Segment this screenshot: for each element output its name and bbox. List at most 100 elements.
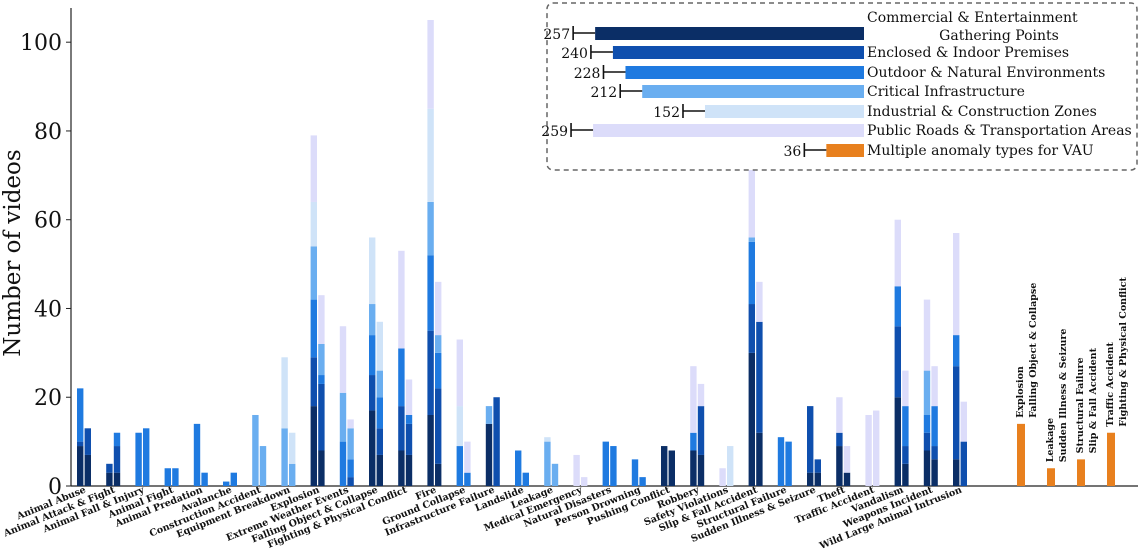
legend-label-critical-infrastructure: Critical Infrastructure: [867, 84, 1025, 100]
bar-segment-weapons-incident-1: [923, 414, 931, 433]
legend-bar-multiple-anomaly-types-for-vau: [826, 144, 864, 157]
bar-segment-robbery-1: [690, 450, 697, 486]
bar-segment-robbery-1: [690, 366, 697, 433]
bar-segment-wild-large-animal-intrusion-2: [960, 401, 967, 442]
bar-segment-weapons-incident-1: [923, 450, 931, 486]
bar-segment-falling-object-collapse-1: [369, 304, 376, 336]
bar-segment-wild-large-animal-intrusion-1: [953, 233, 960, 336]
bar-segment-vandalism-2: [902, 446, 909, 464]
legend-value-industrial-construction-zones: 152: [653, 105, 680, 121]
bar-segment-wild-large-animal-intrusion-1: [953, 459, 960, 486]
bar-segment-explosion-1: [310, 135, 317, 202]
legend-value-commercial-entertainment-gathering-points: 257: [543, 27, 570, 43]
bar-segment-fire-1: [427, 20, 434, 109]
bar-segment-falling-object-collapse-2: [376, 428, 383, 455]
bar-segment-natural-disasters-1: [602, 441, 609, 486]
bar-segment-vandalism-1: [894, 219, 901, 287]
bar-segment-falling-object-collapse-2: [376, 321, 383, 371]
y-axis-label: Number of videos: [0, 149, 26, 356]
bar-segment-fire-2: [435, 463, 442, 486]
bar-segment-falling-object-collapse-1: [369, 410, 376, 486]
bar-segment-avalanche-1: [223, 481, 230, 486]
bar-segment-animal-abuse-1: [77, 388, 84, 442]
bar-segment-slip-fall-accident-1: [748, 241, 755, 305]
bar-segment-explosion-2: [318, 375, 325, 384]
bar-segment-infrastructure-failure-2: [493, 397, 500, 486]
bar-segment-traffic-accident-2: [873, 410, 880, 486]
bar-segment-fire-1: [427, 255, 434, 331]
bar-segment-pushing-conflict-1: [661, 446, 668, 486]
bar-segment-person-drowning-2: [639, 477, 646, 486]
bar-segment-animal-fall-injury-2: [143, 428, 150, 486]
multi-anomaly-label-explosion: Explosion: [1015, 366, 1026, 418]
multi-anomaly-label-sudden-illness-seizure: Sudden Illness & Seizure: [1058, 329, 1069, 463]
bar-segment-weapons-incident-1: [923, 432, 931, 451]
legend-bar-enclosed-indoor-premises: [612, 46, 864, 59]
legend-bar-critical-infrastructure: [642, 85, 864, 98]
bar-segment-ground-collapse-1: [456, 406, 463, 447]
bar-segment-wild-large-animal-intrusion-1: [953, 335, 960, 367]
bar-segment-theft-2: [843, 446, 851, 473]
bar-segment-explosion-1: [310, 406, 317, 486]
bar-segment-animal-attack-fight-2: [113, 446, 121, 473]
bar-segment-vandalism-1: [894, 397, 901, 486]
bar-segment-fighting-physical-conflict-1: [398, 406, 405, 451]
bar-segment-structural-failure-1: [777, 437, 785, 486]
bar-segment-extreme-weather-events-2: [347, 477, 354, 486]
bar-segment-slip-fall-accident-1: [748, 237, 755, 242]
bar-segment-slip-fall-accident-2: [756, 432, 763, 486]
bar-segment-animal-fall-injury-1: [135, 432, 142, 486]
y-tick-label: 100: [20, 31, 62, 56]
bar-segment-fighting-physical-conflict-2: [405, 423, 413, 455]
legend-label-enclosed-indoor-premises: Enclosed & Indoor Premises: [867, 45, 1069, 61]
bar-segment-equipment-breakdown-1: [281, 428, 288, 486]
bar-segment-explosion-2: [318, 295, 325, 344]
multi-anomaly-label-traffic-accident: Traffic Accident: [1105, 342, 1116, 427]
legend-bar-commercial-entertainment-gathering-points: [595, 27, 864, 40]
multi-anomaly-label-fighting-physical-conflict: Fighting & Physical Conflict: [1118, 277, 1129, 427]
bar-segment-animal-fight-2: [172, 468, 179, 486]
bar-segment-animal-abuse-2: [84, 428, 91, 455]
bar-segment-equipment-breakdown-2: [289, 432, 296, 464]
legend-value-enclosed-indoor-premises: 240: [561, 46, 588, 62]
legend-label-industrial-construction-zones: Industrial & Construction Zones: [867, 104, 1097, 120]
bar-segment-fire-2: [435, 335, 442, 353]
bar-segment-weapons-incident-1: [923, 370, 931, 415]
bar-segment-ground-collapse-1: [456, 339, 463, 407]
legend-value-critical-infrastructure: 212: [590, 85, 617, 101]
bar-segment-weapons-incident-2: [931, 459, 938, 486]
bar-segment-fire-2: [435, 388, 442, 464]
bar-segment-fighting-physical-conflict-2: [405, 414, 413, 424]
bar-segment-animal-predation-1: [193, 423, 201, 486]
multi-anomaly-bar-1: [1017, 423, 1025, 486]
bar-segment-fighting-physical-conflict-1: [398, 348, 405, 407]
bar-segment-wild-large-animal-intrusion-1: [953, 366, 960, 460]
legend-label-public-roads-transportation-areas: Public Roads & Transportation Areas: [867, 123, 1132, 139]
bar-segment-fire-1: [427, 108, 434, 202]
bar-segment-equipment-breakdown-1: [281, 357, 288, 429]
bar-segment-animal-abuse-1: [77, 446, 84, 486]
bar-segment-weapons-incident-2: [931, 406, 938, 447]
bar-segment-extreme-weather-events-1: [339, 392, 347, 442]
y-tick-label: 20: [34, 386, 62, 411]
legend-value-multiple-anomaly-types-for-vau: 36: [784, 144, 802, 160]
bar-segment-fire-1: [427, 201, 434, 256]
bar-segment-extreme-weather-events-2: [347, 428, 354, 460]
bar-segment-ground-collapse-2: [464, 441, 471, 473]
bar-segment-theft-1: [836, 397, 843, 433]
bar-segment-extreme-weather-events-2: [347, 419, 354, 429]
bar-segment-fire-2: [435, 352, 442, 389]
bar-segment-safety-violations-1: [719, 468, 726, 486]
bar-segment-fire-1: [427, 414, 434, 486]
bar-segment-fighting-physical-conflict-2: [405, 379, 413, 415]
bar-segment-slip-fall-accident-1: [748, 162, 755, 238]
bar-segment-vandalism-1: [894, 326, 901, 398]
bar-segment-natural-disasters-2: [610, 446, 617, 486]
y-tick-label: 80: [34, 120, 62, 145]
bar-segment-explosion-2: [318, 383, 325, 451]
bar-segment-weapons-incident-1: [923, 299, 931, 371]
bar-segment-animal-attack-fight-2: [113, 472, 121, 486]
bar-segment-weapons-incident-2: [931, 446, 938, 460]
multi-anomaly-label-slip-fall-accident: Slip & Fall Accident: [1088, 347, 1099, 453]
